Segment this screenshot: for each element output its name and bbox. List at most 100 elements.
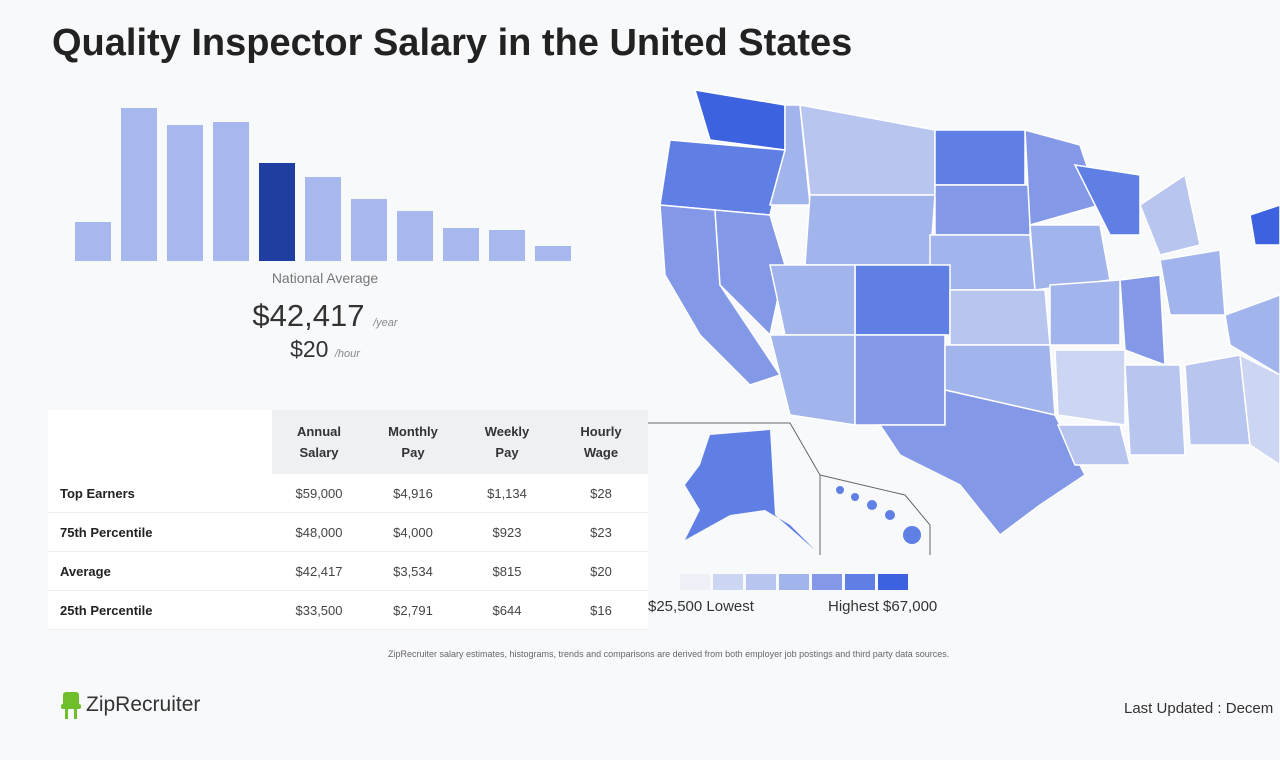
row-label: Average [48,551,272,591]
table-header-row: Annual Salary Monthly Pay Weekly Pay Hourly… [48,410,648,474]
histogram-bar-national-average [259,163,295,261]
chair-icon [61,692,81,719]
legend-high-label: Highest $67,000 [828,598,938,615]
histogram-bar [397,211,433,261]
table-cell: $48,000 [272,512,366,552]
table-row: Average $42,417 $3,534 $815 $20 [48,551,648,591]
map-state[interactable] [1049,279,1121,346]
us-salary-map [648,89,1280,555]
histogram-bar [167,125,203,261]
histogram-bar [351,199,387,261]
map-state[interactable] [769,334,856,426]
legend-swatch [779,574,809,590]
table-cell: $4,916 [366,474,460,513]
header-blank [48,410,272,474]
legend-swatch [746,574,776,590]
map-state[interactable] [854,334,946,426]
national-average-annual: $42,417 /year [200,298,450,334]
hourly-value: $20 [290,336,329,362]
map-state-hawaii[interactable] [867,500,877,510]
histogram-bar [489,230,525,261]
map-state[interactable] [1159,249,1226,316]
header-annual: Annual Salary [272,410,366,474]
histogram-bar [305,177,341,261]
map-state[interactable] [1119,274,1166,367]
ziprecruiter-logo[interactable]: ZipRecruiter [60,690,200,720]
table-cell: $28 [554,474,648,513]
map-state[interactable] [1239,353,1280,466]
histogram-bar [535,246,571,261]
table-cell: $644 [460,590,554,630]
table-cell: $16 [554,590,648,630]
row-label: 25th Percentile [48,590,272,630]
map-state-alaska[interactable] [685,430,815,550]
table-row: Top Earners $59,000 $4,916 $1,134 $28 [48,474,648,513]
histogram-bar [75,222,111,261]
table-cell: $1,134 [460,474,554,513]
map-legend [680,574,908,590]
annual-value: $42,417 [252,298,365,333]
map-state[interactable] [769,264,856,336]
salary-table: Annual Salary Monthly Pay Weekly Pay Hourly… [48,410,648,630]
brand-name: ZipRecruiter [86,693,201,716]
map-state-hawaii[interactable] [903,526,921,544]
map-state[interactable] [1054,349,1126,426]
national-average-hourly: $20 /hour [200,336,450,363]
map-state[interactable] [949,289,1051,346]
table-cell: $3,534 [366,551,460,591]
table-cell: $33,500 [272,590,366,630]
map-state[interactable] [1224,294,1280,376]
map-state-hawaii[interactable] [885,510,895,520]
map-state[interactable] [804,194,936,266]
legend-swatch [680,574,710,590]
map-state-hawaii[interactable] [851,493,859,501]
legend-swatch [845,574,875,590]
table-row: 25th Percentile $33,500 $2,791 $644 $16 [48,590,648,630]
map-state[interactable] [934,129,1026,186]
national-average-label: National Average [271,270,379,286]
map-state[interactable] [693,89,786,151]
table-cell: $59,000 [272,474,366,513]
map-state[interactable] [934,184,1031,236]
map-state[interactable] [659,139,786,216]
table-cell: $23 [554,512,648,552]
header-monthly: Monthly Pay [366,410,460,474]
map-state[interactable] [1139,173,1201,256]
table-row: 75th Percentile $48,000 $4,000 $923 $23 [48,512,648,552]
hourly-unit: /hour [334,348,360,360]
table-cell: $42,417 [272,551,366,591]
inset-border [648,422,821,555]
map-state[interactable] [854,264,951,336]
legend-swatch [713,574,743,590]
row-label: 75th Percentile [48,512,272,552]
table-cell: $815 [460,551,554,591]
data-source-note: ZipRecruiter salary estimates, histogram… [388,649,950,659]
last-updated: Last Updated : Decem [1124,700,1274,717]
page-title: Quality Inspector Salary in the United S… [52,22,853,64]
map-state[interactable] [799,104,936,196]
legend-swatch [812,574,842,590]
table-cell: $923 [460,512,554,552]
histogram-bar [121,108,157,261]
header-weekly: Weekly Pay [460,410,554,474]
histogram-bar [443,228,479,261]
map-state[interactable] [1249,204,1280,246]
map-state[interactable] [1184,354,1251,446]
table-cell: $2,791 [366,590,460,630]
salary-histogram [75,108,571,261]
legend-low-label: $25,500 Lowest [648,598,754,615]
row-label: Top Earners [48,474,272,513]
histogram-bar [213,122,249,261]
map-state[interactable] [1029,224,1111,291]
annual-unit: /year [373,317,398,329]
header-hourly: Hourly Wage [554,410,648,474]
map-state[interactable] [1056,424,1131,466]
map-state-hawaii[interactable] [836,486,844,494]
table-cell: $20 [554,551,648,591]
legend-swatch [878,574,908,590]
map-state[interactable] [769,104,811,206]
map-state[interactable] [1073,164,1141,236]
table-cell: $4,000 [366,512,460,552]
map-state[interactable] [1124,364,1186,456]
inset-border [819,474,931,555]
